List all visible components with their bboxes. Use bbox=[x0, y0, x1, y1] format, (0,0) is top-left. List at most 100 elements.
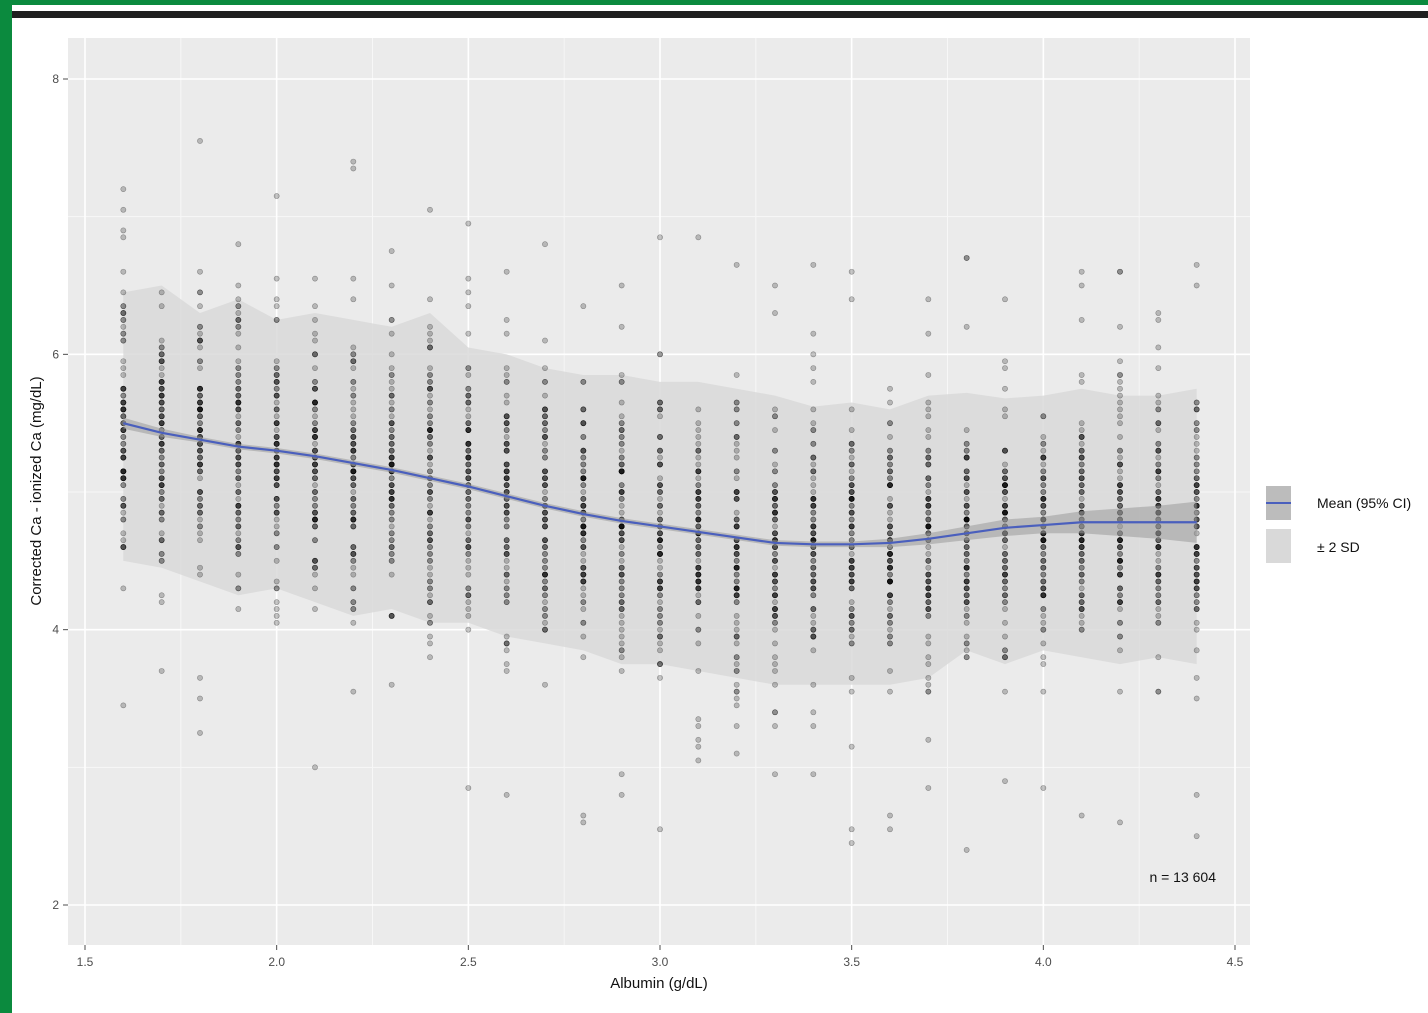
data-point bbox=[887, 385, 893, 392]
data-point bbox=[465, 544, 472, 550]
data-point bbox=[580, 475, 587, 482]
data-point bbox=[235, 475, 242, 482]
data-point bbox=[158, 378, 165, 385]
data-point bbox=[887, 633, 893, 640]
data-point bbox=[312, 461, 318, 468]
data-point bbox=[657, 516, 663, 523]
data-point bbox=[503, 399, 510, 406]
data-point bbox=[580, 537, 587, 544]
data-point bbox=[695, 599, 702, 606]
data-point bbox=[273, 475, 280, 482]
data-point bbox=[618, 427, 625, 433]
data-point bbox=[312, 351, 318, 358]
data-point bbox=[542, 537, 548, 544]
x-axis-title: Albumin (g/dL) bbox=[610, 975, 708, 992]
data-point bbox=[580, 454, 587, 461]
data-point bbox=[810, 633, 817, 640]
data-point bbox=[657, 661, 663, 667]
data-point bbox=[312, 564, 318, 571]
data-point bbox=[120, 509, 127, 516]
data-point bbox=[158, 392, 165, 399]
data-point bbox=[388, 282, 395, 289]
data-point bbox=[197, 427, 203, 433]
data-point bbox=[312, 475, 318, 482]
data-point bbox=[158, 482, 165, 489]
data-point bbox=[197, 268, 203, 275]
data-point bbox=[925, 640, 932, 647]
data-point bbox=[810, 440, 817, 447]
data-point bbox=[120, 585, 127, 592]
data-point bbox=[657, 551, 663, 557]
data-point bbox=[427, 523, 433, 530]
data-point bbox=[657, 509, 663, 516]
data-point bbox=[1193, 791, 1200, 798]
data-point bbox=[848, 619, 855, 626]
data-point bbox=[657, 826, 663, 833]
data-point bbox=[1002, 358, 1008, 365]
data-point bbox=[503, 640, 510, 647]
data-point bbox=[848, 840, 855, 846]
data-point bbox=[1193, 454, 1200, 461]
data-point bbox=[695, 571, 702, 578]
x-tick-label: 2.5 bbox=[460, 955, 477, 969]
data-point bbox=[427, 537, 433, 544]
data-point bbox=[197, 385, 203, 392]
data-point bbox=[1117, 399, 1123, 406]
data-point bbox=[312, 516, 318, 523]
data-point bbox=[925, 454, 932, 461]
data-point bbox=[733, 475, 740, 482]
data-point bbox=[158, 344, 165, 351]
data-point bbox=[925, 674, 932, 681]
data-point bbox=[772, 516, 778, 523]
data-point bbox=[273, 454, 280, 461]
data-point bbox=[657, 571, 663, 578]
data-point bbox=[465, 475, 472, 482]
data-point bbox=[810, 530, 817, 537]
data-point bbox=[810, 495, 817, 502]
data-point bbox=[657, 475, 663, 482]
data-point bbox=[235, 461, 242, 468]
data-point bbox=[427, 323, 433, 330]
data-point bbox=[465, 468, 472, 475]
data-point bbox=[695, 564, 702, 571]
data-point bbox=[580, 434, 587, 440]
data-point bbox=[772, 551, 778, 557]
data-point bbox=[542, 482, 548, 489]
data-point bbox=[542, 495, 548, 502]
data-point bbox=[273, 392, 280, 399]
data-point bbox=[158, 440, 165, 447]
data-point bbox=[235, 509, 242, 516]
data-point bbox=[503, 482, 510, 489]
data-point bbox=[580, 523, 587, 530]
data-point bbox=[695, 626, 702, 633]
data-point bbox=[273, 468, 280, 475]
data-point bbox=[695, 489, 702, 495]
data-point bbox=[1040, 551, 1047, 557]
data-point bbox=[312, 516, 318, 523]
data-point bbox=[772, 495, 778, 502]
data-point bbox=[695, 509, 702, 516]
data-point bbox=[197, 406, 203, 413]
data-point bbox=[618, 530, 625, 537]
data-point bbox=[350, 434, 357, 440]
data-point bbox=[350, 385, 357, 392]
data-point bbox=[618, 482, 625, 489]
data-point bbox=[158, 399, 165, 406]
data-point bbox=[465, 537, 472, 544]
data-point bbox=[158, 392, 165, 399]
data-point bbox=[695, 585, 702, 592]
data-point bbox=[158, 378, 165, 385]
data-point bbox=[158, 461, 165, 468]
data-point bbox=[733, 668, 740, 674]
data-point bbox=[427, 509, 433, 516]
data-point bbox=[312, 427, 318, 433]
data-point bbox=[618, 468, 625, 475]
data-point bbox=[388, 365, 395, 371]
data-point bbox=[503, 668, 510, 674]
data-point bbox=[695, 516, 702, 523]
data-point bbox=[235, 502, 242, 509]
data-point bbox=[580, 564, 587, 571]
data-point bbox=[273, 482, 280, 489]
data-point bbox=[312, 509, 318, 516]
data-point bbox=[503, 791, 510, 798]
